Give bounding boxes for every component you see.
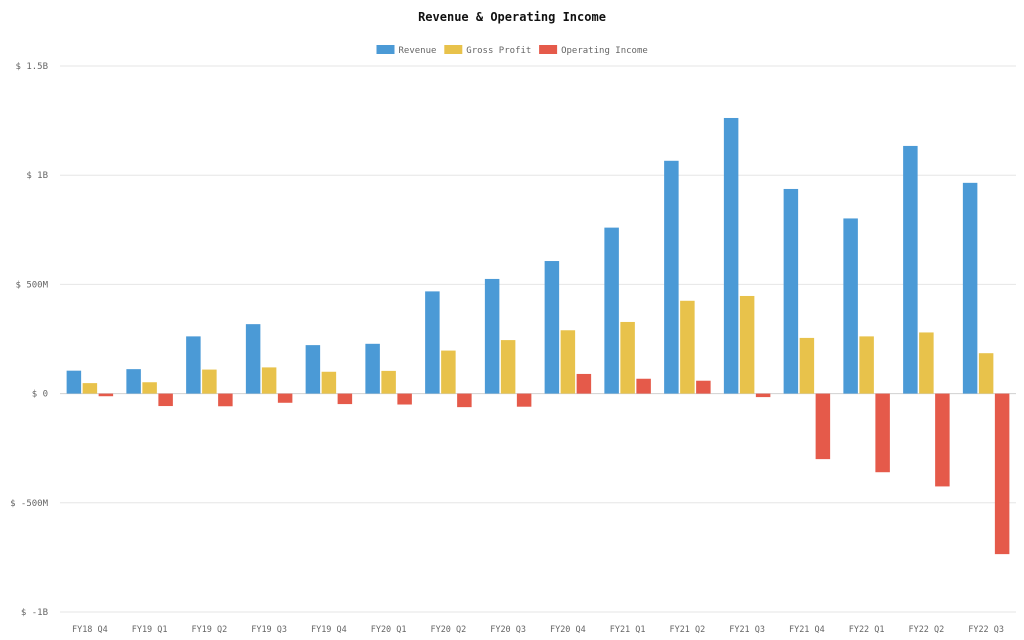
bar-revenue [962, 182, 978, 394]
bar-gross-profit [82, 383, 98, 394]
bar-gross-profit [441, 350, 456, 394]
bar-operating-income [397, 393, 412, 405]
legend-label: Revenue [399, 46, 437, 56]
y-tick-label: $ 500M [15, 280, 48, 290]
legend-label: Operating Income [561, 46, 648, 56]
bar-gross-profit [680, 300, 695, 394]
bar-revenue [783, 188, 799, 394]
x-tick-label: FY21 Q4 [789, 625, 825, 635]
x-axis-ticks: FY18 Q4 FY19 Q1 FY19 Q2 FY19 Q3 FY19 Q4 FY20 … [72, 625, 1004, 635]
bar-operating-income [277, 393, 293, 403]
y-tick-label: $ 1B [26, 171, 48, 181]
y-tick-label: $ -1B [21, 608, 48, 618]
bar-gross-profit [500, 340, 516, 394]
x-tick-label: FY22 Q3 [968, 625, 1004, 635]
bar-gross-profit [381, 370, 396, 394]
y-tick-label: $ -500M [10, 499, 49, 509]
x-tick-label: FY22 Q1 [849, 625, 885, 635]
x-tick-label: FY20 Q2 [430, 625, 466, 635]
legend-label: Gross Profit [466, 46, 531, 56]
bar-revenue [245, 324, 261, 394]
bar-operating-income [935, 393, 950, 487]
chart-title: Revenue & Operating Income [418, 10, 606, 24]
bar-revenue [664, 160, 679, 394]
bar-gross-profit [321, 371, 337, 394]
x-tick-label: FY20 Q3 [490, 625, 526, 635]
x-tick-label: FY21 Q2 [669, 625, 705, 635]
bar-gross-profit [978, 353, 994, 394]
bar-operating-income [576, 373, 592, 394]
bar-revenue [544, 261, 560, 394]
y-tick-label: $ 1.5B [15, 62, 48, 72]
x-tick-label: FY18 Q4 [72, 625, 108, 635]
bar-revenue [305, 345, 321, 394]
bar-operating-income [875, 393, 890, 473]
bar-revenue [126, 369, 141, 394]
bar-gross-profit [739, 295, 755, 394]
bar-operating-income [218, 393, 233, 407]
bar-gross-profit [261, 367, 277, 394]
bar-revenue [66, 370, 82, 394]
legend-swatch [376, 45, 395, 54]
x-tick-label: FY19 Q2 [191, 625, 227, 635]
bar-revenue [186, 336, 201, 394]
bar-revenue [903, 145, 918, 394]
bars [66, 117, 1010, 555]
bar-operating-income [696, 380, 711, 394]
x-tick-label: FY19 Q3 [251, 625, 287, 635]
bar-operating-income [457, 393, 472, 408]
bar-revenue [604, 227, 619, 394]
bar-operating-income [636, 378, 651, 394]
bar-operating-income [98, 393, 114, 397]
bar-gross-profit [202, 369, 217, 394]
bar-gross-profit [142, 382, 157, 394]
bar-revenue [365, 343, 380, 394]
x-tick-label: FY20 Q1 [371, 625, 407, 635]
bar-gross-profit [919, 332, 934, 394]
bar-gross-profit [799, 337, 815, 394]
x-tick-label: FY22 Q2 [908, 625, 944, 635]
bar-operating-income [337, 393, 353, 405]
bar-operating-income [158, 393, 173, 407]
y-axis-ticks: $ 1.5B $ 1B $ 500M $ 0 $ -500M $ -1B [10, 62, 49, 618]
x-tick-label: FY21 Q1 [610, 625, 646, 635]
x-tick-label: FY19 Q1 [132, 625, 168, 635]
legend-swatch [444, 45, 463, 54]
bar-revenue [425, 291, 440, 394]
x-tick-label: FY19 Q4 [311, 625, 347, 635]
bar-revenue [723, 117, 739, 394]
y-tick-label: $ 0 [32, 390, 48, 400]
bar-operating-income [516, 393, 532, 407]
bar-revenue [484, 278, 500, 394]
bar-revenue [843, 218, 858, 394]
legend-swatch [539, 45, 558, 54]
bar-operating-income [755, 393, 771, 398]
legend: Revenue Gross Profit Operating Income [376, 45, 648, 56]
bar-operating-income [815, 393, 831, 460]
bar-operating-income [994, 393, 1010, 555]
x-tick-label: FY21 Q3 [729, 625, 765, 635]
x-tick-label: FY20 Q4 [550, 625, 586, 635]
bar-gross-profit [859, 336, 874, 394]
bar-gross-profit [620, 321, 635, 394]
bar-gross-profit [560, 330, 576, 394]
